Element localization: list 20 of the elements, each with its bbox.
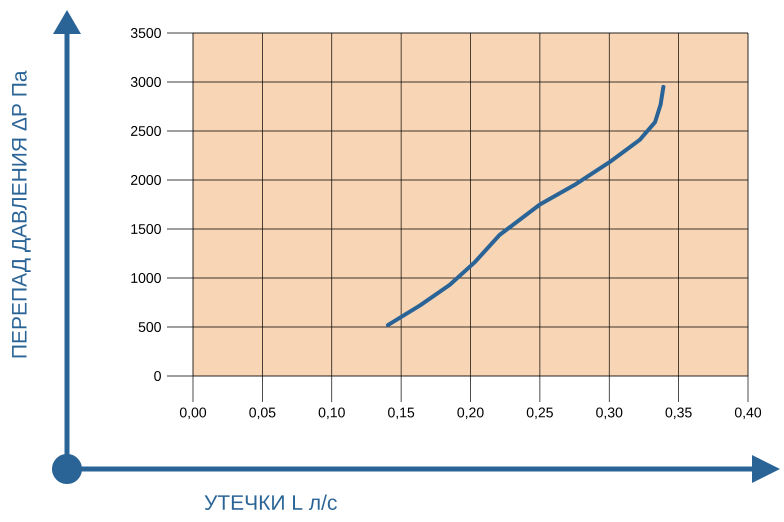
x-tick-label: 0,25: [526, 408, 553, 420]
x-tick-label: 0,10: [318, 408, 345, 420]
x-tick-label: 0,05: [249, 408, 276, 420]
y-tick-label: 1000: [131, 273, 161, 283]
x-tick-label: 0,00: [180, 408, 206, 420]
x-tick-label: 0,40: [734, 408, 762, 420]
x-tick-label: 0,35: [666, 408, 692, 420]
y-tick-label: 3500: [130, 28, 161, 38]
x-tick-label: 0,30: [596, 408, 622, 420]
y-tick-label: 2500: [131, 126, 161, 136]
line-series: [386, 84, 666, 328]
x-tick-label: 0,15: [388, 408, 414, 420]
y-tick-label: 500: [138, 322, 161, 332]
y-tick-label: 3000: [130, 77, 161, 87]
y-tick-label: 2000: [131, 175, 161, 185]
y-tick-label: 1500: [131, 224, 161, 234]
x-tick-label: 0,20: [457, 408, 484, 420]
y-tick-label: 0: [154, 371, 161, 381]
x-axis-title: УТЕЧКИ L л/с: [204, 494, 337, 510]
y-axis-title: ПЕРЕПАД ДАВЛЕНИЯ ΔP Па: [12, 70, 31, 358]
